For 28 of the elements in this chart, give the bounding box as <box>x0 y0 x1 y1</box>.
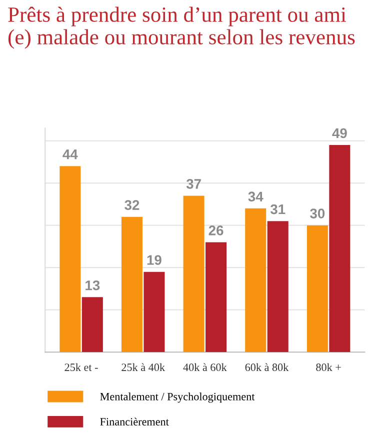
data-label: 31 <box>270 204 286 214</box>
data-label: 19 <box>147 255 162 265</box>
data-label: 44 <box>62 150 78 160</box>
data-label: 32 <box>124 200 140 210</box>
bar <box>144 272 165 352</box>
bar <box>306 225 328 352</box>
x-tick-label: 60k à 80k <box>245 363 289 372</box>
bar <box>183 196 204 352</box>
legend-label: Mentalement / Psychologiquement <box>100 392 255 403</box>
x-tick-label: 25k et - <box>64 363 98 372</box>
bar <box>329 145 350 352</box>
data-label: 13 <box>86 280 100 290</box>
bar <box>267 221 288 352</box>
x-tick-label: 40k à 60k <box>183 363 227 372</box>
data-label: 49 <box>332 128 347 138</box>
legend-label: Financièrement <box>100 418 169 426</box>
bar <box>245 208 266 352</box>
chart-title: Prêts à prendre soin d’un parent ou ami (e) malade ou mourant selon les revenus <box>8 6 355 49</box>
bar <box>206 242 227 352</box>
data-label: 26 <box>208 225 224 236</box>
x-tick-label: 80k + <box>316 363 341 372</box>
bar <box>82 297 103 352</box>
bar <box>121 216 142 352</box>
x-tick-label: 25k à 40k <box>122 363 166 372</box>
data-label: 34 <box>248 192 264 202</box>
data-label: 37 <box>186 179 201 189</box>
data-label: 30 <box>310 208 325 218</box>
bar <box>60 166 81 352</box>
